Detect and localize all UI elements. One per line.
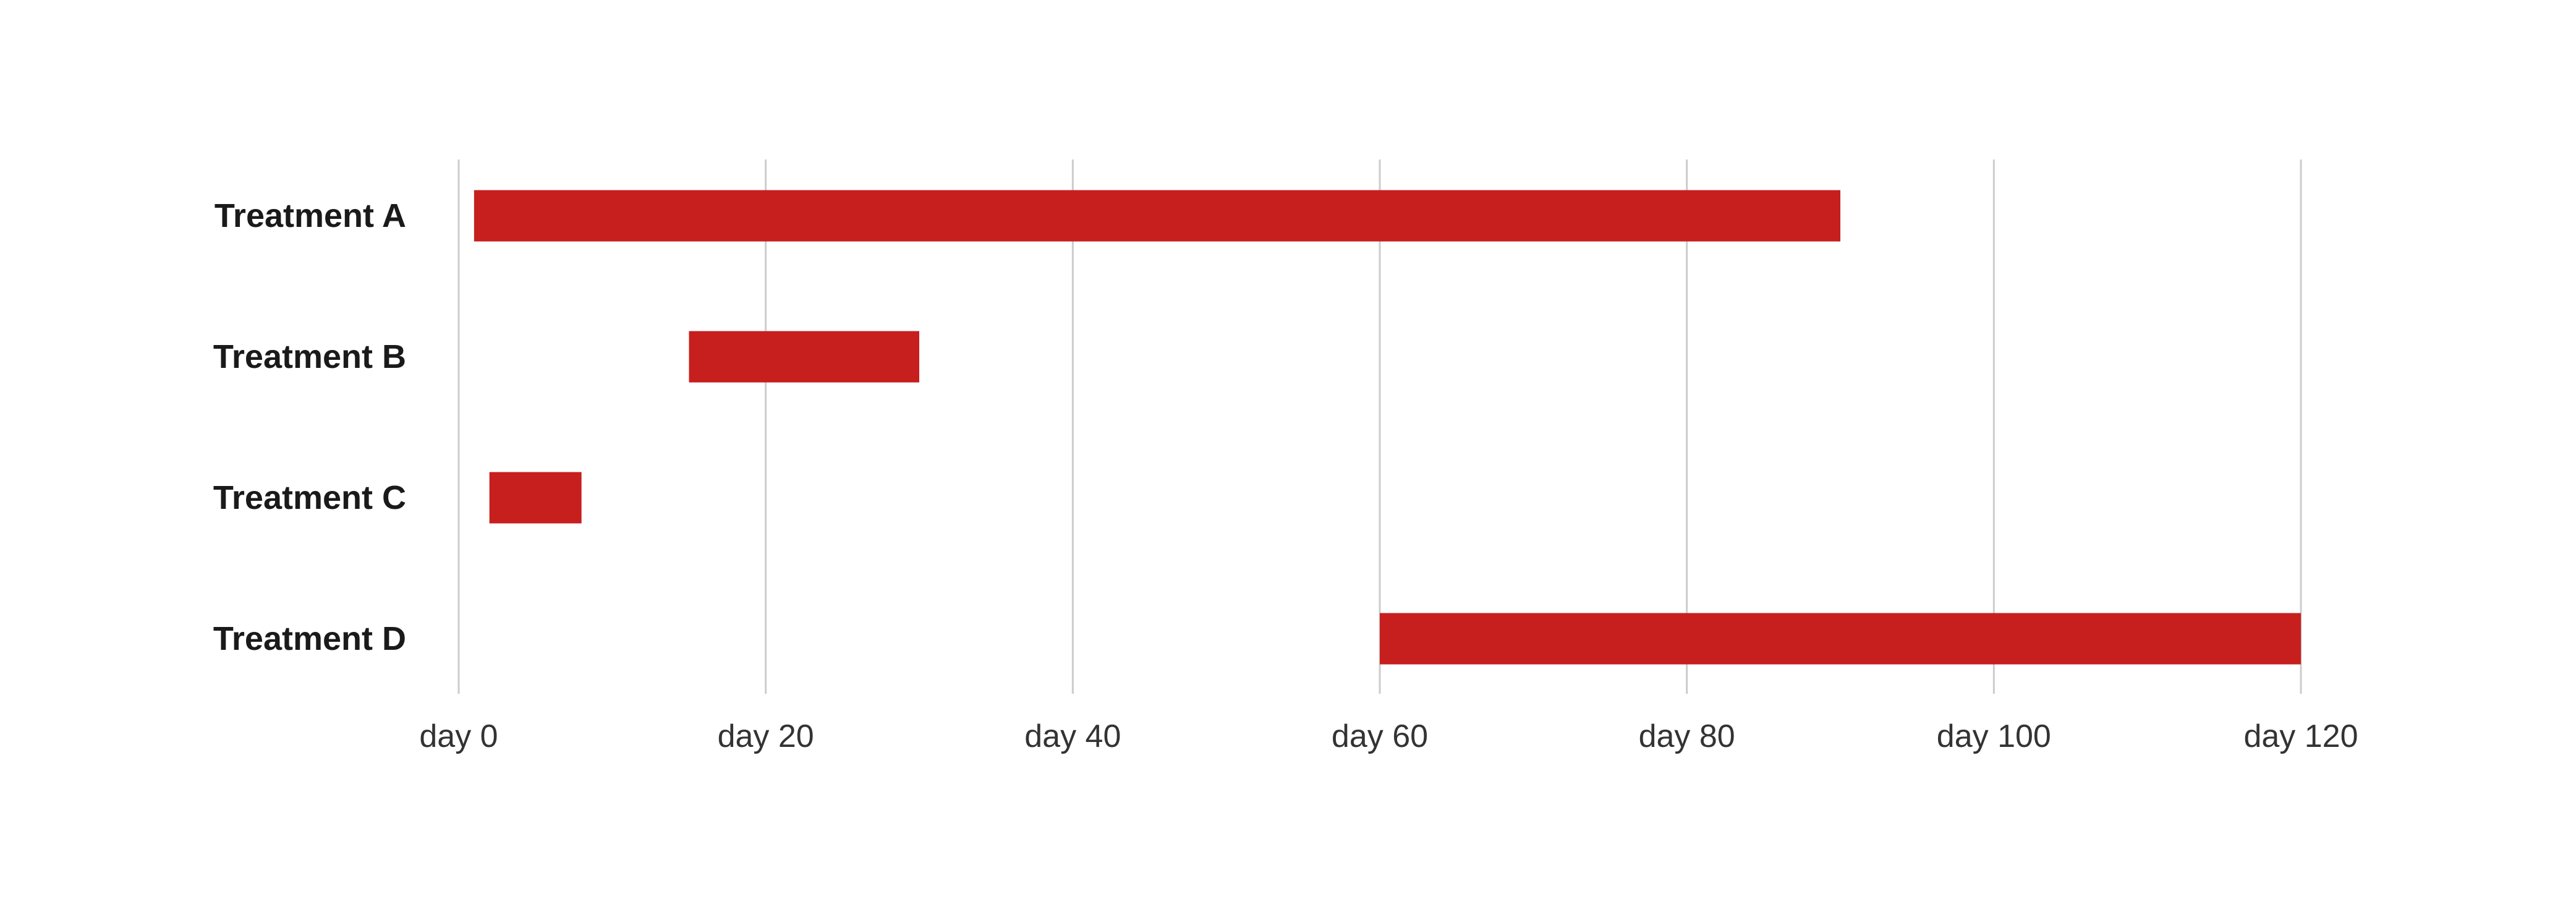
x-tick-label: day 40 (1024, 718, 1121, 754)
x-tick-label: day 20 (718, 718, 814, 754)
x-axis-tick-labels: day 0 day 20 day 40 day 60 day 80 day 100 day … (419, 718, 2358, 754)
x-tick-label: day 120 (2243, 718, 2358, 754)
category-label: Treatment C (213, 479, 406, 516)
range-bar (489, 472, 582, 524)
range-bar (474, 190, 1841, 242)
category-labels: Treatment A Treatment B Treatment C Treatme… (213, 197, 406, 657)
category-label: Treatment B (213, 338, 406, 375)
range-bar (689, 331, 919, 383)
x-tick-label: day 60 (1332, 718, 1428, 754)
x-tick-label: day 80 (1639, 718, 1735, 754)
grid-lines (457, 160, 2302, 694)
category-label: Treatment D (213, 620, 406, 657)
x-tick-label: day 100 (1937, 718, 2051, 754)
x-tick-label: day 0 (419, 718, 498, 754)
category-label: Treatment A (215, 197, 406, 234)
bars (474, 190, 2301, 665)
range-bar (1380, 613, 2301, 665)
